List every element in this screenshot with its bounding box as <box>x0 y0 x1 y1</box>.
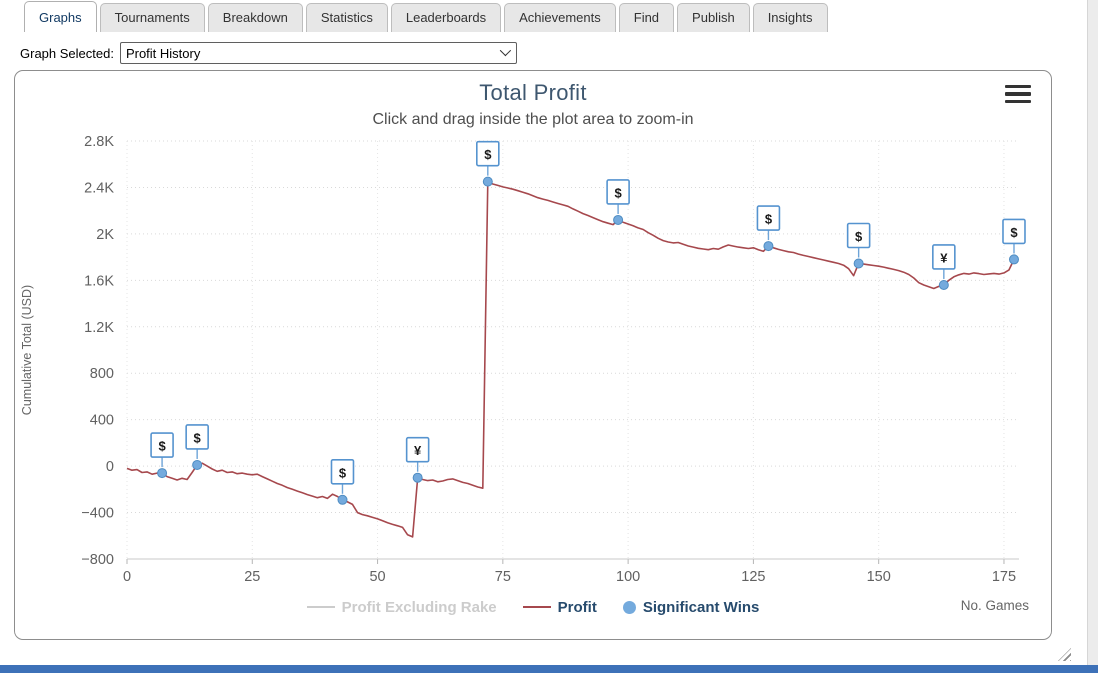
svg-text:$: $ <box>339 465 347 480</box>
legend-line-swatch <box>522 606 551 608</box>
scrollbar-track[interactable] <box>1087 0 1098 665</box>
graph-selected-dropdown[interactable]: Profit History <box>119 42 517 64</box>
tab-statistics[interactable]: Statistics <box>305 3 388 32</box>
svg-text:¥: ¥ <box>940 250 948 265</box>
tab-tournaments[interactable]: Tournaments <box>99 3 205 32</box>
svg-text:0: 0 <box>123 569 131 585</box>
svg-text:2K: 2K <box>96 227 114 243</box>
svg-text:175: 175 <box>992 569 1016 585</box>
graph-selector-row: Graph Selected: Profit History <box>0 32 1098 70</box>
graph-selected-label: Graph Selected: <box>20 45 114 61</box>
chevron-down-icon <box>499 44 512 56</box>
tab-insights[interactable]: Insights <box>752 3 828 32</box>
svg-text:150: 150 <box>867 569 891 585</box>
svg-text:50: 50 <box>369 569 385 585</box>
svg-text:100: 100 <box>616 569 640 585</box>
legend-profit-excluding-rake[interactable]: Profit Excluding Rake <box>306 598 497 616</box>
legend-label: Significant Wins <box>642 598 760 616</box>
chart-panel: Total Profit Click and drag inside the p… <box>14 70 1052 640</box>
hamburger-menu-icon[interactable] <box>1005 83 1031 105</box>
graph-selected-value: Profit History <box>125 45 201 61</box>
resize-grip-icon[interactable] <box>1058 648 1071 661</box>
footer-accent-bar <box>0 665 1098 673</box>
legend-circle-swatch <box>622 600 636 614</box>
chart-subtitle: Click and drag inside the plot area to z… <box>372 111 694 128</box>
tab-publish[interactable]: Publish <box>677 3 750 32</box>
svg-text:2.4K: 2.4K <box>84 180 114 196</box>
legend-label: Profit Excluding Rake <box>341 598 497 616</box>
svg-text:¥: ¥ <box>414 443 422 458</box>
svg-text:Cumulative Total (USD): Cumulative Total (USD) <box>20 285 34 415</box>
svg-text:25: 25 <box>244 569 260 585</box>
svg-text:1.2K: 1.2K <box>84 320 114 336</box>
tab-find[interactable]: Find <box>618 3 675 32</box>
tab-bar: Graphs Tournaments Breakdown Statistics … <box>0 0 1098 32</box>
svg-text:2.8K: 2.8K <box>84 134 114 150</box>
svg-text:$: $ <box>484 147 492 162</box>
svg-text:$: $ <box>855 229 863 244</box>
svg-text:75: 75 <box>495 569 511 585</box>
svg-text:0: 0 <box>106 459 114 475</box>
svg-text:$: $ <box>765 212 773 227</box>
legend-line-swatch <box>306 606 335 608</box>
tab-achievements[interactable]: Achievements <box>504 3 616 32</box>
svg-text:$: $ <box>614 185 622 200</box>
legend-profit[interactable]: Profit <box>522 598 597 616</box>
x-axis-title: No. Games <box>960 598 1029 613</box>
svg-text:1.6K: 1.6K <box>84 273 114 289</box>
chart-header: Total Profit Click and drag inside the p… <box>15 71 1051 129</box>
svg-text:$: $ <box>1010 225 1018 240</box>
svg-text:−400: −400 <box>81 506 114 522</box>
svg-text:$: $ <box>194 430 202 445</box>
svg-text:800: 800 <box>90 366 114 382</box>
profit-chart-plot-area[interactable]: 2.8K 2.4K 2K 1.6K 1.2K 800 400 0 −400 −800 0 25 50 75… <box>15 129 1051 587</box>
chart-title: Total Profit <box>479 80 587 105</box>
svg-text:125: 125 <box>741 569 765 585</box>
chart-legend: Profit Excluding Rake Profit Significant… <box>15 594 1051 620</box>
legend-significant-wins[interactable]: Significant Wins <box>622 598 760 616</box>
legend-label: Profit <box>557 598 597 616</box>
svg-text:−800: −800 <box>81 552 114 568</box>
svg-text:$: $ <box>158 439 166 454</box>
tab-leaderboards[interactable]: Leaderboards <box>390 3 502 32</box>
tab-graphs[interactable]: Graphs <box>24 1 97 32</box>
svg-text:400: 400 <box>90 413 114 429</box>
tab-breakdown[interactable]: Breakdown <box>207 3 303 32</box>
